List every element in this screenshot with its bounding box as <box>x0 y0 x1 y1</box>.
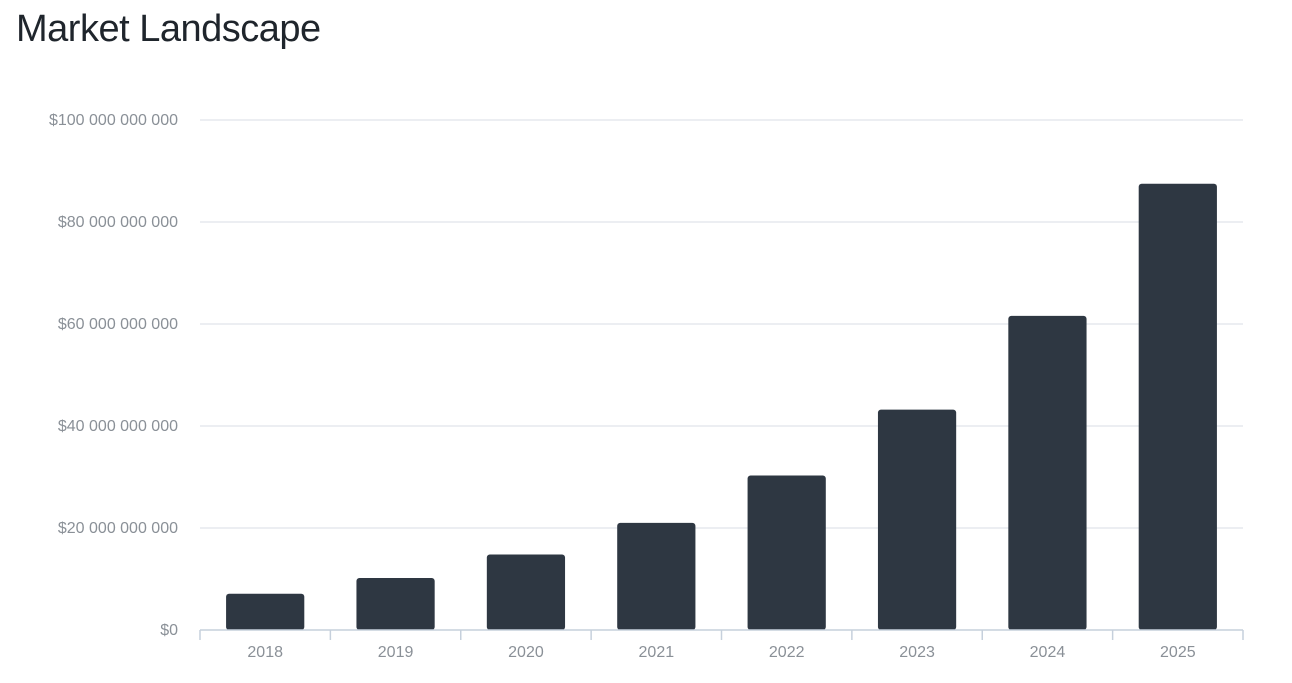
bar-2018 <box>226 593 305 630</box>
y-tick-label: $60 000 000 000 <box>58 316 178 333</box>
x-tick-label: 2023 <box>899 644 935 661</box>
x-tick-label: 2018 <box>247 644 283 661</box>
x-tick-label: 2022 <box>769 644 805 661</box>
bar-2019 <box>356 577 435 630</box>
y-tick-label: $40 000 000 000 <box>58 418 178 435</box>
bar-2025 <box>1138 183 1217 630</box>
y-tick-label: $20 000 000 000 <box>58 520 178 537</box>
x-tick-label: 2019 <box>378 644 414 661</box>
x-tick-label: 2025 <box>1160 644 1196 661</box>
x-tick-label: 2021 <box>639 644 675 661</box>
bar-2021 <box>617 522 696 630</box>
x-tick-label: 2024 <box>1030 644 1066 661</box>
y-axis-ticks: $0 $20 000 000 000 $40 000 000 000 $60 000 … <box>49 112 178 639</box>
y-tick-label: $0 <box>160 622 178 639</box>
bar-2023 <box>877 409 957 630</box>
y-tick-label: $100 000 000 000 <box>49 112 178 129</box>
x-tick-label: 2020 <box>508 644 544 661</box>
bar-2024 <box>1008 315 1087 630</box>
bars <box>226 183 1217 630</box>
y-tick-label: $80 000 000 000 <box>58 214 178 231</box>
bar-2020 <box>486 554 566 630</box>
chart-title: Market Landscape <box>16 8 321 50</box>
bar-2022 <box>747 475 826 630</box>
x-axis: 2018 2019 2020 2021 2022 2023 2024 2025 <box>199 629 1244 661</box>
